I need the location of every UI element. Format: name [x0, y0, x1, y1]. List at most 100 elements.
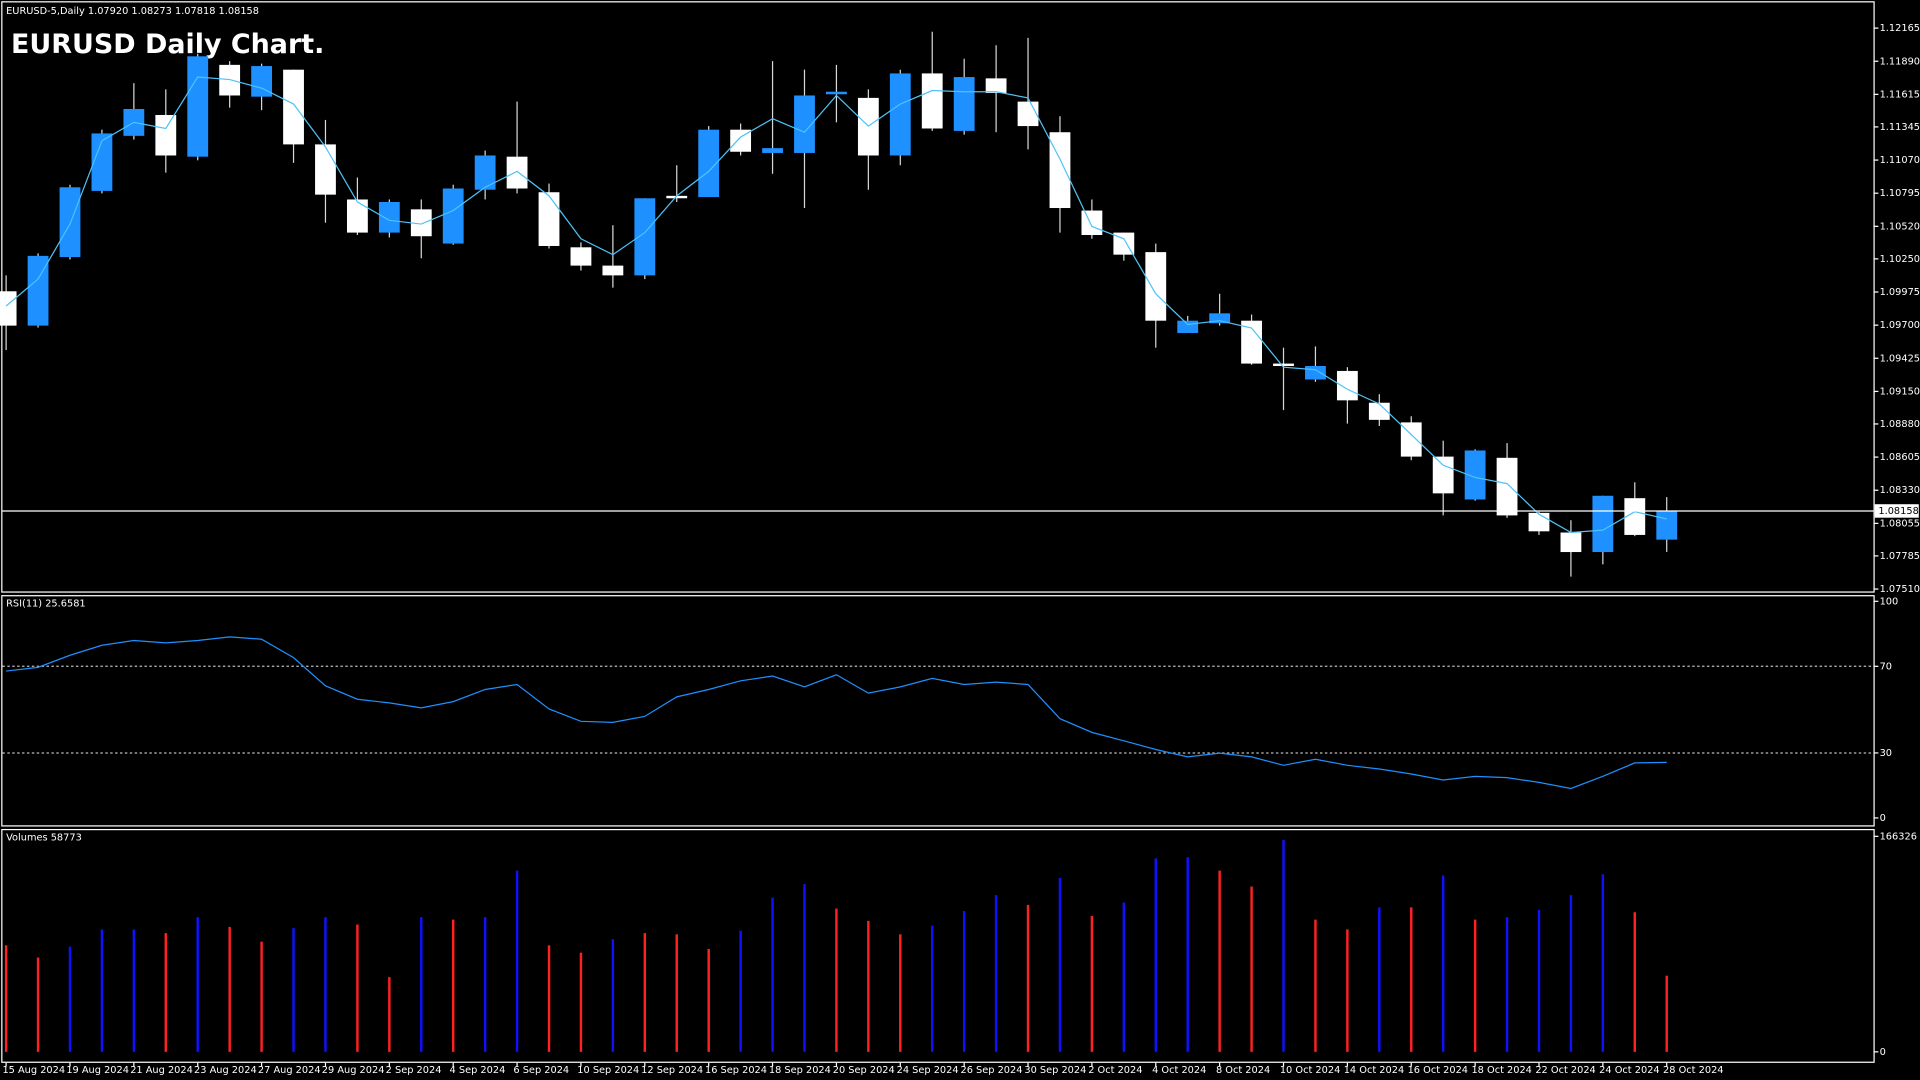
volume-bar	[1665, 975, 1668, 1052]
candle-body	[315, 144, 336, 195]
volume-bar	[1569, 895, 1573, 1052]
volume-bar	[260, 941, 263, 1052]
y-tick-label: 1.11615	[1880, 89, 1920, 100]
y-tick-label: 0	[1880, 1047, 1886, 1058]
x-tick-label: 15 Aug 2024	[2, 1065, 65, 1076]
volume-bar	[1026, 904, 1030, 1052]
candle-body	[1305, 365, 1326, 380]
y-tick-label: 0	[1880, 813, 1886, 824]
x-tick-label: 18 Oct 2024	[1471, 1065, 1531, 1076]
candle-body	[27, 255, 49, 326]
candle-body	[1496, 457, 1518, 516]
candle-body	[985, 78, 1007, 93]
x-tick-label: 10 Sep 2024	[577, 1065, 639, 1076]
volume-bar	[1154, 858, 1157, 1052]
candle-body	[698, 129, 720, 198]
rsi-line	[6, 636, 1667, 790]
y-tick-label: 30	[1880, 748, 1892, 759]
volume-bar	[771, 897, 774, 1052]
volume-bar	[1282, 840, 1285, 1052]
candle-body	[1368, 402, 1390, 420]
candle-body	[1400, 422, 1422, 457]
volume-bar	[994, 895, 998, 1052]
x-tick-label: 24 Oct 2024	[1599, 1065, 1659, 1076]
candle-body	[921, 73, 943, 129]
x-tick-label: 27 Aug 2024	[258, 1065, 321, 1076]
volume-header: Volumes 58773	[6, 833, 82, 844]
rsi-last-value: 25.6581	[45, 599, 85, 610]
candle-body	[1560, 532, 1582, 553]
rsi-panel-frame	[1, 595, 1875, 827]
volume-bar	[867, 920, 870, 1052]
candle-body	[378, 201, 400, 233]
candle-body	[538, 192, 560, 246]
volume-bar	[962, 911, 966, 1052]
volume-bar	[164, 933, 168, 1052]
candle-body	[1241, 320, 1262, 364]
x-tick-label: 2 Oct 2024	[1088, 1065, 1142, 1076]
x-tick-label: 22 Oct 2024	[1535, 1065, 1595, 1076]
candle-body	[1656, 510, 1678, 540]
y-tick-label: 1.09975	[1880, 287, 1920, 298]
y-tick-label: 1.10250	[1880, 254, 1920, 265]
candle-body	[155, 114, 177, 156]
volume-last-value: 58773	[51, 833, 82, 844]
y-tick-label: 1.07510	[1880, 584, 1920, 595]
x-tick-label: 30 Sep 2024	[1024, 1065, 1086, 1076]
volume-bar	[1250, 886, 1253, 1052]
candle-body	[410, 209, 432, 237]
y-tick-label: 1.10520	[1880, 221, 1920, 232]
volume-bar	[1505, 917, 1509, 1052]
x-tick-label: 18 Sep 2024	[769, 1065, 831, 1076]
rsi-title: RSI(11)	[6, 599, 42, 610]
volume-bar	[1218, 870, 1221, 1052]
candle-body	[1017, 101, 1039, 127]
x-tick-label: 2 Sep 2024	[386, 1065, 442, 1076]
candle-body	[953, 77, 975, 131]
x-tick-label: 4 Sep 2024	[450, 1065, 506, 1076]
volume-bar	[420, 917, 423, 1052]
candle-body	[251, 66, 273, 97]
x-tick-label: 16 Oct 2024	[1408, 1065, 1468, 1076]
candle-body	[1336, 370, 1358, 401]
candle-body	[1177, 320, 1199, 333]
volume-bar	[228, 926, 231, 1052]
volume-bar	[451, 919, 455, 1052]
volume-bar	[547, 945, 551, 1052]
volume-bar	[68, 946, 72, 1052]
candle-body	[1273, 363, 1294, 366]
chart-header: EURUSD-5,Daily 1.07920 1.08273 1.07818 1…	[6, 6, 259, 17]
moving-average	[5, 76, 1667, 534]
volume-bar	[196, 917, 199, 1052]
volume-bar	[1441, 875, 1445, 1052]
x-tick-label: 10 Oct 2024	[1280, 1065, 1340, 1076]
volume-bar	[36, 957, 40, 1052]
candle-body	[602, 265, 624, 276]
volume-bar	[611, 939, 615, 1052]
candle-body	[59, 187, 81, 258]
x-tick-label: 14 Oct 2024	[1344, 1065, 1404, 1076]
volume-bar	[675, 934, 678, 1052]
candle-body	[1209, 313, 1231, 324]
volume-bar	[931, 925, 934, 1052]
volume-bar	[579, 952, 583, 1052]
x-tick-label: 6 Sep 2024	[513, 1065, 569, 1076]
candle-body	[1592, 495, 1614, 553]
volume-bar	[739, 930, 742, 1052]
volume-bar	[1090, 915, 1094, 1052]
candle-body	[1528, 512, 1550, 532]
y-tick-label: 1.10795	[1880, 188, 1920, 199]
x-tick-label: 21 Aug 2024	[130, 1065, 193, 1076]
x-tick-label: 20 Sep 2024	[833, 1065, 895, 1076]
candle-body	[283, 69, 304, 145]
candle-body	[1432, 456, 1454, 494]
volume-bar	[835, 908, 838, 1052]
volume-bar	[292, 928, 295, 1052]
volume-bar	[4, 945, 8, 1052]
x-tick-label: 29 Aug 2024	[322, 1065, 385, 1076]
volume-bar	[100, 929, 104, 1052]
y-tick-label: 1.07785	[1880, 551, 1920, 562]
candle-body	[0, 291, 17, 326]
volume-bar	[132, 929, 136, 1052]
